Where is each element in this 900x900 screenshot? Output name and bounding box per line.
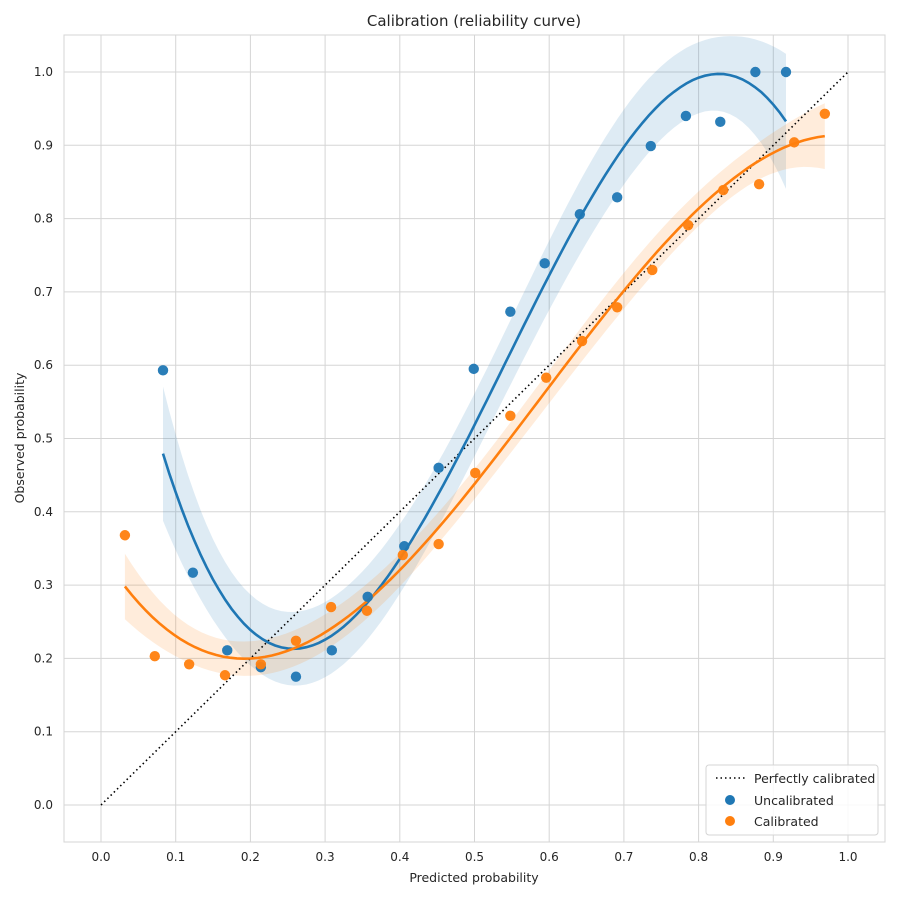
legend-label-uncalibrated: Uncalibrated [754, 793, 834, 808]
y-tick-label: 0.8 [34, 212, 53, 226]
uncalibrated-point [222, 645, 233, 656]
y-tick-label: 0.0 [34, 798, 53, 812]
legend: Perfectly calibrated Uncalibrated Calibr… [705, 764, 879, 836]
y-tick-label: 0.9 [34, 138, 53, 152]
uncalibrated-point [157, 365, 169, 376]
calibrated-point [119, 530, 131, 541]
x-tick-label: 0.3 [316, 850, 335, 864]
uncalibrated-confidence-band [163, 36, 786, 686]
x-tick-label: 0.2 [241, 850, 260, 864]
uncalibrated-point [611, 192, 623, 203]
uncalibrated-point [399, 541, 410, 552]
y-tick-label: 0.1 [34, 725, 53, 739]
x-tick-label: 0.6 [540, 850, 559, 864]
calibrated-point [219, 670, 231, 681]
x-tick-label: 0.1 [166, 850, 185, 864]
legend-label-calibrated: Calibrated [754, 814, 819, 829]
y-tick-label: 1.0 [34, 65, 53, 79]
x-tick-label: 0.0 [91, 850, 110, 864]
calibrated-point [325, 601, 337, 613]
calibrated-point [682, 219, 694, 231]
calibrated-point [290, 635, 302, 647]
calibrated-point [718, 184, 729, 196]
uncalibrated-point [362, 591, 373, 603]
uncalibrated-point [468, 363, 479, 375]
y-axis-label: Observed probability [12, 372, 27, 503]
x-tick-label: 0.7 [614, 850, 633, 864]
y-tick-label: 0.6 [34, 358, 53, 372]
legend-marker-uncalibrated [725, 795, 735, 805]
chart-title: Calibration (reliability curve) [367, 12, 581, 30]
calibrated-point [647, 264, 658, 276]
calibrated-point [789, 137, 800, 148]
x-tick-label: 1.0 [838, 850, 857, 864]
calibrated-point [149, 651, 160, 662]
y-tick-label: 0.3 [34, 578, 53, 592]
calibrated-point [433, 538, 444, 550]
uncalibrated-point [290, 671, 302, 682]
y-tick-labels: 0.0 0.1 0.2 0.3 0.4 0.5 0.6 0.7 0.8 0.9 1.0 [34, 65, 53, 812]
uncalibrated-point [539, 258, 550, 269]
calibrated-point [470, 467, 481, 479]
calibrated-point [753, 178, 765, 190]
uncalibrated-point [326, 645, 338, 656]
uncalibrated-point [680, 110, 692, 122]
calibrated-confidence-band [124, 103, 825, 676]
y-tick-label: 0.2 [34, 651, 53, 665]
uncalibrated-point [574, 209, 586, 220]
uncalibrated-point [780, 66, 792, 78]
uncalibrated-point [505, 306, 516, 317]
uncalibrated-point [645, 140, 656, 152]
calibrated-point [576, 335, 588, 347]
x-tick-label: 0.8 [689, 850, 708, 864]
y-tick-label: 0.5 [34, 432, 53, 446]
x-tick-labels: 0.0 0.1 0.2 0.3 0.4 0.5 0.6 0.7 0.8 0.9 1.0 [91, 850, 857, 864]
uncalibrated-point [433, 462, 444, 474]
uncalibrated-point [715, 116, 726, 128]
y-tick-label: 0.4 [34, 505, 53, 519]
calibrated-point [819, 108, 831, 119]
calibrated-point [541, 372, 552, 383]
calibrated-point [611, 302, 623, 313]
calibrated-point [397, 549, 408, 561]
legend-label-perfect: Perfectly calibrated [754, 771, 875, 786]
x-tick-label: 0.9 [764, 850, 783, 864]
x-tick-label: 0.5 [465, 850, 484, 864]
calibrated-point [183, 659, 195, 670]
uncalibrated-point [750, 66, 761, 78]
confidence-bands [124, 36, 825, 686]
calibrated-point [361, 605, 373, 616]
x-tick-label: 0.4 [390, 850, 409, 864]
uncalibrated-fit-line [161, 72, 788, 651]
calibrated-fit-line [123, 134, 825, 661]
data-points [119, 66, 831, 682]
calibrated-point [505, 410, 516, 421]
uncalibrated-point [187, 567, 199, 578]
calibrated-point [255, 659, 267, 670]
fit-lines [123, 72, 825, 661]
perfectly-calibrated-line [100, 71, 849, 806]
y-tick-label: 0.7 [34, 285, 53, 299]
legend-box [705, 764, 879, 836]
x-axis-label: Predicted probability [409, 870, 539, 885]
legend-marker-calibrated [725, 816, 735, 826]
